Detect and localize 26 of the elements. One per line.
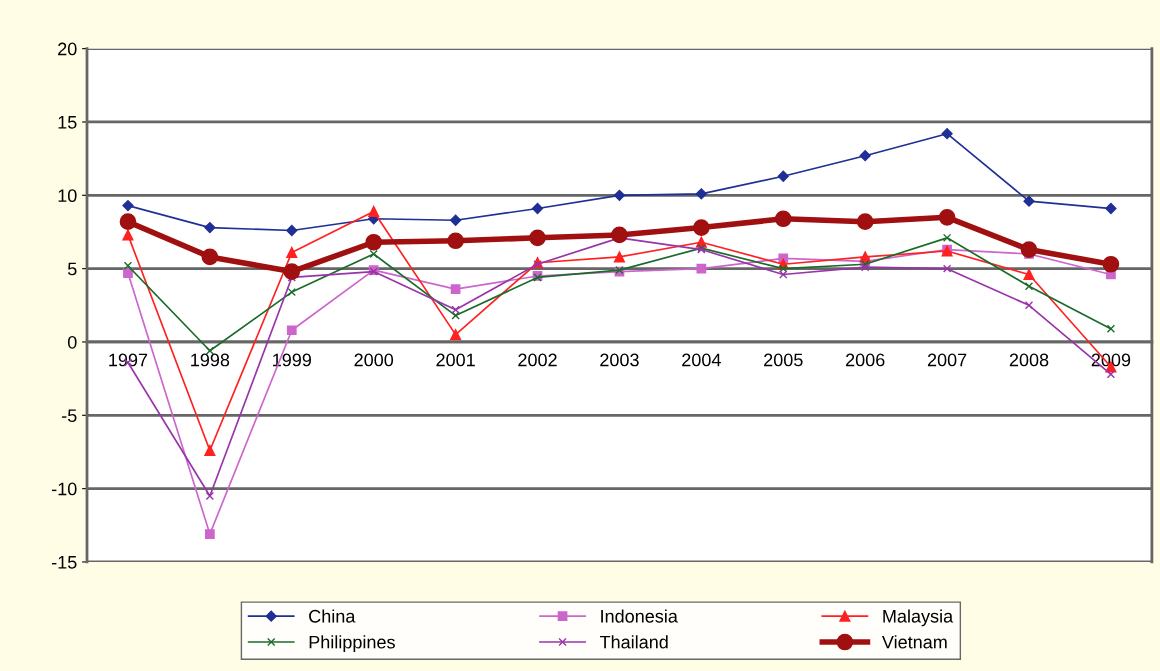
x-tick-label: 2007 bbox=[927, 353, 967, 367]
y-tick-label: 0 bbox=[67, 335, 77, 349]
x-tick-label: 1999 bbox=[273, 353, 312, 367]
x-tick-label: 2006 bbox=[846, 353, 885, 367]
legend-label: Indonesia bbox=[601, 609, 678, 623]
x-tick-label: 2002 bbox=[518, 353, 557, 367]
x-tick-label: 2004 bbox=[682, 353, 721, 367]
x-tick-label: 2005 bbox=[764, 353, 803, 367]
y-tick-label: 5 bbox=[67, 262, 77, 276]
y-tick-label: -10 bbox=[51, 482, 77, 496]
legend-label: Thailand bbox=[599, 635, 668, 649]
x-tick-label: 1998 bbox=[191, 353, 230, 367]
y-tick-label: -5 bbox=[62, 409, 77, 423]
x-tick-label: 2003 bbox=[600, 353, 639, 367]
y-tick-label: 20 bbox=[58, 42, 77, 56]
x-tick-label: 2000 bbox=[354, 353, 394, 367]
y-tick-label: 10 bbox=[58, 189, 77, 203]
legend-label: Philippines bbox=[309, 635, 395, 653]
legend-label: Malaysia bbox=[883, 609, 954, 627]
y-tick-label: 15 bbox=[58, 116, 77, 129]
legend-label: Vietnam bbox=[881, 635, 947, 649]
x-tick-label: 1997 bbox=[109, 353, 148, 367]
legend-label: China bbox=[309, 609, 356, 623]
x-tick-label: 2008 bbox=[1009, 353, 1049, 367]
y-tick-label: -15 bbox=[51, 556, 77, 569]
x-tick-label: 2001 bbox=[436, 353, 475, 367]
